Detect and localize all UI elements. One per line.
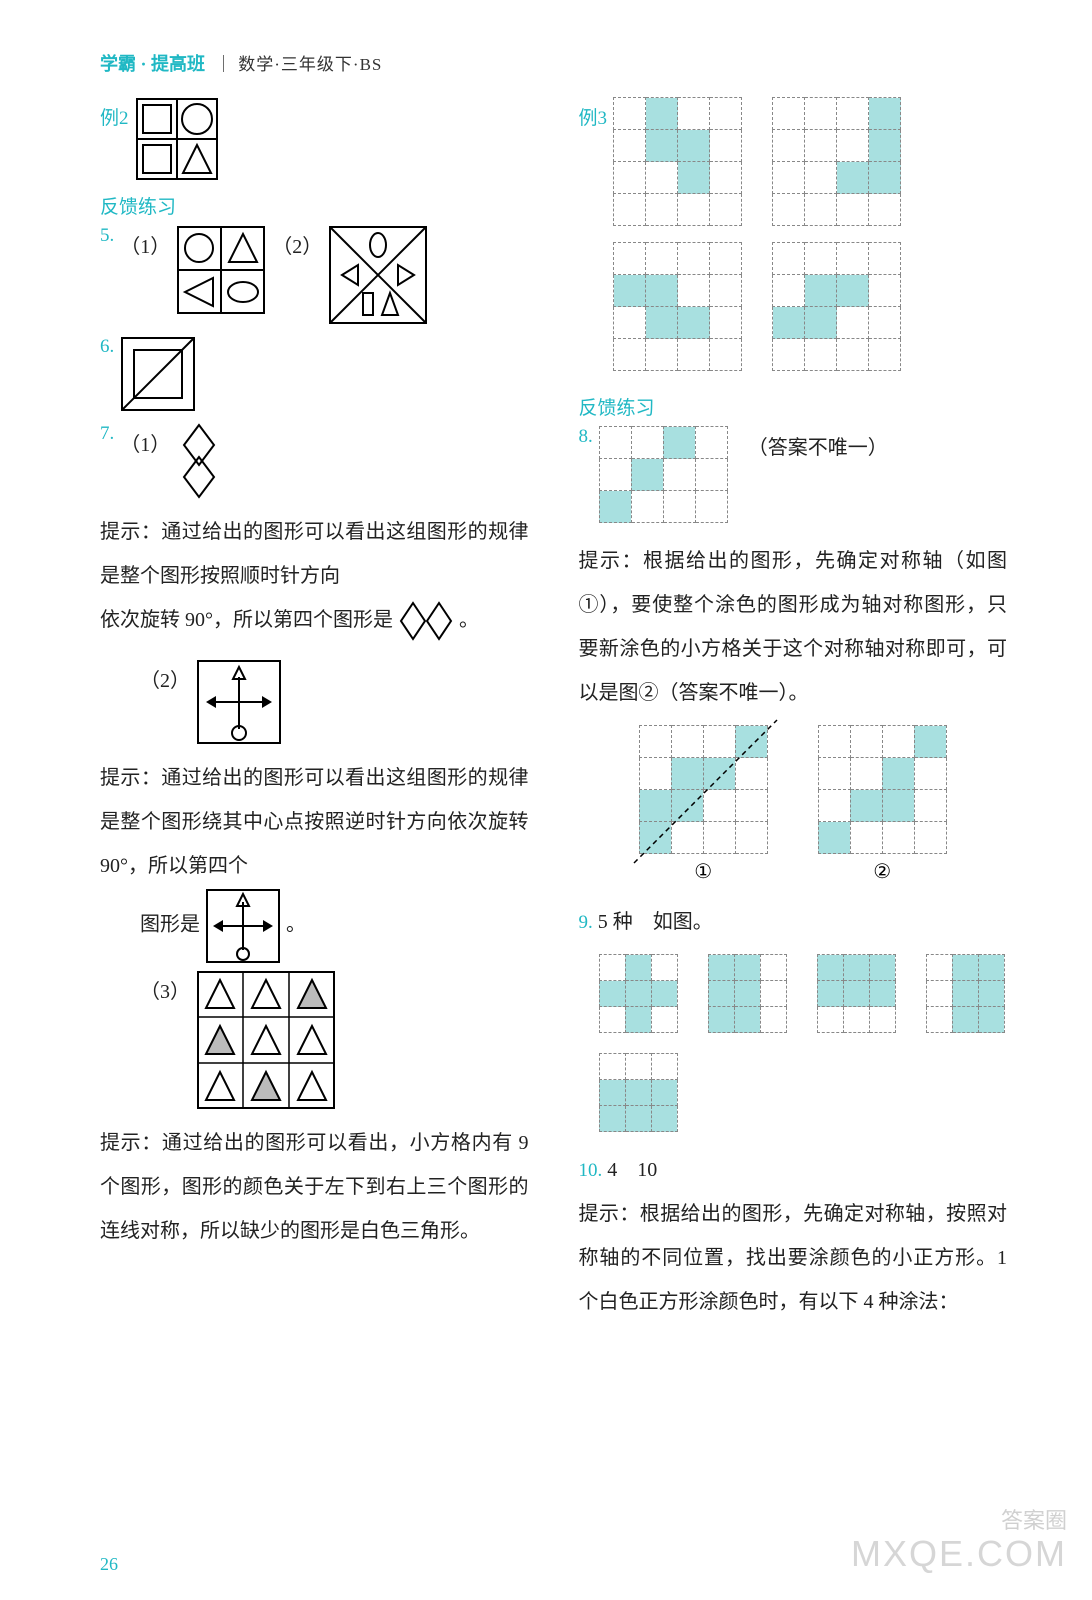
q9-ans: 5 种 如图。	[598, 911, 713, 933]
q10-line: 10. 4 10	[579, 1148, 1008, 1192]
diamond-pair-icon	[398, 599, 454, 643]
q5-1-figure	[176, 225, 266, 320]
q8-grid	[599, 426, 728, 523]
q9-grid-e	[599, 1053, 678, 1132]
q7-3-label: （3）	[140, 970, 190, 1014]
left-column: 例2 反馈练习 5. （1）	[100, 91, 529, 1324]
brand: 学霸 · 提高班	[100, 50, 205, 76]
ex3-grids	[613, 97, 943, 371]
q9-grid-d	[926, 954, 1005, 1033]
q9-grids	[599, 954, 1008, 1132]
q9-grid-c	[817, 954, 896, 1033]
q7-num: 7.	[100, 423, 114, 445]
q9-num: 9.	[579, 912, 593, 933]
ex3-grid-c	[613, 242, 742, 371]
ex3-grid-d	[772, 242, 901, 371]
q7-1-figure	[176, 423, 222, 504]
watermark: MXQE.COM	[851, 1533, 1067, 1575]
q9-grid-a	[599, 954, 678, 1033]
hint-7-2: 提示：通过给出的图形可以看出这组图形的规律是整个图形绕其中心点按照逆时针方向依次…	[100, 756, 529, 888]
content-columns: 例2 反馈练习 5. （1）	[100, 91, 1007, 1324]
q7-2-figure	[196, 659, 282, 750]
feedback-label-right: 反馈练习	[579, 393, 1008, 420]
arrow-cross-figure	[205, 888, 281, 964]
example-2-label: 例2	[100, 103, 129, 130]
q5-2-label: （2）	[272, 225, 322, 269]
q6-figure	[120, 336, 196, 417]
watermark-small: 答案圈	[1001, 1503, 1067, 1535]
hint-7-1b: 依次旋转 90°，所以第四个图形是 。	[100, 598, 529, 643]
example-3-label: 例3	[579, 103, 608, 130]
q9-grid-b	[708, 954, 787, 1033]
ex2-figure	[135, 97, 219, 186]
q10-num: 10.	[579, 1160, 603, 1181]
q10-ans: 4 10	[607, 1159, 657, 1181]
hint-7-3: 提示：通过给出的图形可以看出，小方格内有 9 个图形，图形的颜色关于左下到右上三…	[100, 1121, 529, 1253]
fig2-label: ②	[818, 859, 947, 884]
q5-1-label: （1）	[120, 225, 170, 269]
hint-8: 提示：根据给出的图形，先确定对称轴（如图①），要使整个涂色的图形成为轴对称图形，…	[579, 539, 1008, 715]
hint-10: 提示：根据给出的图形，先确定对称轴，按照对称轴的不同位置，找出要涂颜色的小正方形…	[579, 1192, 1008, 1324]
q7-3-figure	[196, 970, 336, 1115]
hint-7-1b-text-a: 依次旋转 90°，所以第四个图形是	[100, 609, 393, 631]
q7-1-label: （1）	[120, 423, 170, 467]
hint-7-2b-text-b: 。	[286, 914, 306, 936]
fig1-axis-line	[629, 715, 789, 875]
header-sub: ｜ 数学·三年级下·BS	[215, 50, 382, 75]
fig2-grid	[818, 725, 947, 854]
feedback-label-left: 反馈练习	[100, 192, 529, 219]
q9-line: 9. 5 种 如图。	[579, 900, 1008, 944]
ex3-grid-a	[613, 97, 742, 226]
hint-7-1: 提示：通过给出的图形可以看出这组图形的规律是整个图形按照顺时针方向	[100, 510, 529, 598]
page-number: 26	[100, 1554, 118, 1575]
q7-2-label: （2）	[140, 659, 190, 703]
q6-num: 6.	[100, 336, 114, 358]
fig-1-2-row: ① ②	[579, 725, 1008, 884]
q8-note: （答案不唯一）	[748, 426, 888, 470]
hint-7-2b: 图形是 。	[140, 888, 529, 964]
ex3-grid-b	[772, 97, 901, 226]
q5-num: 5.	[100, 225, 114, 247]
page-header: 学霸 · 提高班 ｜ 数学·三年级下·BS	[100, 50, 1007, 76]
right-column: 例3 反馈练习 8. （答案不唯一） 提示：根据给出的图形，先确定对称轴（如图①…	[579, 91, 1008, 1324]
q8-num: 8.	[579, 426, 593, 448]
q5-2-figure	[328, 225, 428, 330]
hint-7-2b-text-a: 图形是	[140, 914, 200, 936]
hint-7-1b-text-b: 。	[459, 609, 479, 631]
